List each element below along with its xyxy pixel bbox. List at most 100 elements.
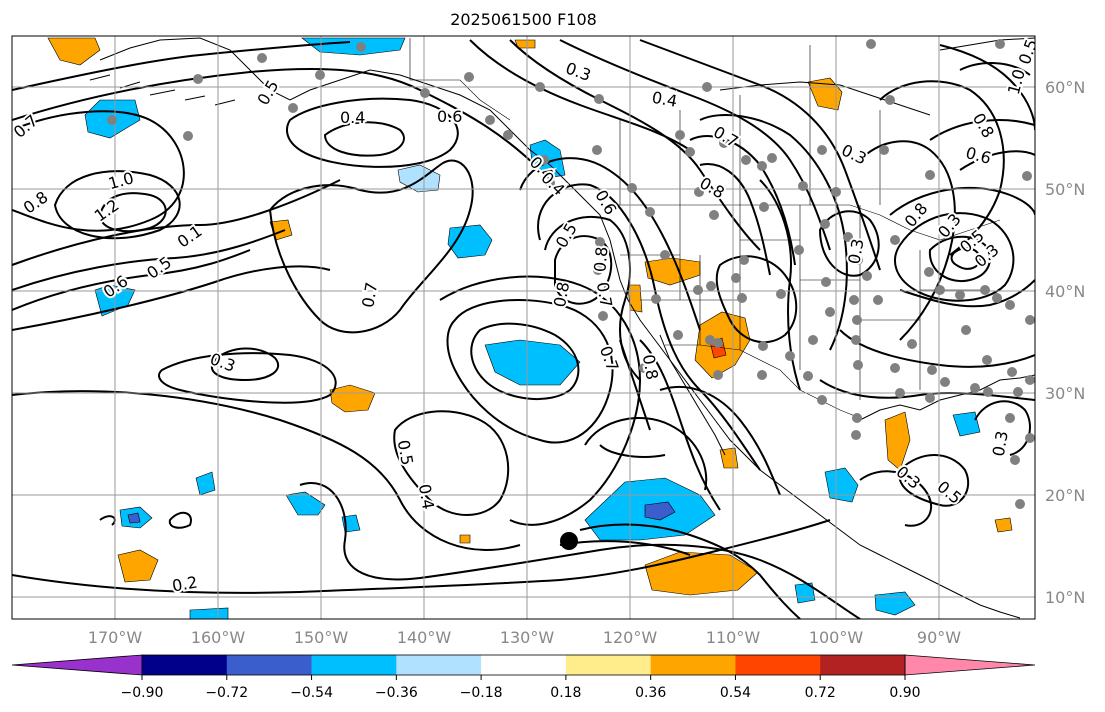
station-dot <box>1007 367 1017 377</box>
coastlines <box>89 37 1035 619</box>
alaska-canada-border <box>409 38 511 121</box>
colorbar-segment <box>481 655 567 675</box>
colorbar-tick-label: −0.18 <box>460 685 503 701</box>
contour-line <box>12 249 251 311</box>
station-dot <box>741 155 751 165</box>
contour-line <box>839 329 1035 368</box>
latitude-labels: 60°N 50°N 40°N 30°N 20°N 10°N <box>1045 78 1085 607</box>
station-dot <box>713 370 723 380</box>
station-dot <box>288 103 298 113</box>
contour-line <box>12 519 831 594</box>
shade-blue-region <box>189 607 229 619</box>
station-dot <box>464 72 474 82</box>
station-dot <box>1025 433 1035 443</box>
station-dot <box>983 387 993 397</box>
station-dot <box>982 355 992 365</box>
shaded-regions <box>47 37 1013 619</box>
contour-line <box>168 511 192 529</box>
contour-line <box>699 114 848 351</box>
greenland-region <box>939 37 1035 51</box>
station-dot <box>759 202 769 212</box>
contour-line <box>899 279 1035 308</box>
station-dot <box>820 219 830 229</box>
station-dot <box>907 339 917 349</box>
station-dot <box>535 82 545 92</box>
colorbar-extend-high <box>904 654 1036 676</box>
shade-orange-region <box>459 534 471 544</box>
station-dot <box>1013 387 1023 397</box>
contour-line <box>12 41 351 91</box>
station-dot <box>660 250 670 260</box>
station-dot <box>980 285 990 295</box>
station-dot <box>798 181 808 191</box>
station-dot <box>1005 300 1015 310</box>
station-dot <box>673 330 683 340</box>
contour-line <box>12 68 541 171</box>
contour-line <box>537 183 761 471</box>
station-dots <box>107 39 1035 509</box>
lat-label: 40°N <box>1045 282 1085 301</box>
political-borders <box>409 38 1001 419</box>
station-dot <box>862 271 872 281</box>
colorbar-tick-label: −0.90 <box>121 685 164 701</box>
colorbar-tick-label: 0.18 <box>550 685 581 701</box>
contour-line <box>469 39 691 151</box>
colorbar-tick-label: −0.54 <box>290 685 333 701</box>
colorbar-outline <box>141 654 906 676</box>
station-dot <box>925 170 935 180</box>
contour-line <box>554 235 613 305</box>
contour-line <box>639 39 881 271</box>
contour-line <box>12 110 185 232</box>
contour-line <box>974 400 1031 456</box>
us-canada-border <box>600 204 1001 241</box>
contour-line <box>579 523 801 619</box>
colorbar-segment <box>396 655 482 675</box>
lon-label: 140°W <box>397 628 452 647</box>
contour-line <box>894 212 1015 302</box>
station-dot <box>821 277 831 287</box>
station-dot <box>803 371 813 381</box>
baja-peninsula <box>659 334 726 456</box>
station-dot <box>731 273 741 283</box>
colorbar-extend-low <box>11 654 143 676</box>
station-dot <box>503 130 513 140</box>
station-dot <box>831 187 841 197</box>
station-dot <box>739 255 749 265</box>
contour-line <box>939 44 1035 131</box>
station-dot <box>970 383 980 393</box>
contour-line <box>323 121 405 157</box>
shade-orange-region <box>884 411 911 471</box>
contour-line <box>715 255 798 344</box>
station-dot <box>315 70 325 80</box>
station-dot <box>713 338 723 348</box>
contour-line <box>959 62 1031 76</box>
station-dot <box>785 351 795 361</box>
station-dot <box>757 161 767 171</box>
station-dot <box>356 42 366 52</box>
station-dot <box>651 294 661 304</box>
shade-orange-region <box>807 77 843 111</box>
shade-orange-region <box>994 517 1013 533</box>
shade-darkblue-region <box>644 501 676 521</box>
contour-line <box>959 150 1035 171</box>
aleutian-islands <box>89 74 236 106</box>
contour-line <box>859 470 932 527</box>
contour-line <box>299 482 861 619</box>
contour-label: 0.6 <box>437 107 462 126</box>
station-dot <box>193 74 203 84</box>
lon-label: 160°W <box>191 628 246 647</box>
contour-line <box>699 163 771 276</box>
lon-label: 150°W <box>294 628 349 647</box>
gulf-coast <box>859 374 1035 421</box>
contour-line <box>879 80 1005 256</box>
contour-line <box>12 229 286 291</box>
contour-line <box>53 170 181 240</box>
contour-line <box>446 299 614 444</box>
contour-line <box>98 192 167 233</box>
station-dot <box>895 388 905 398</box>
colorbar-segment <box>311 655 397 675</box>
station-dot <box>1025 315 1035 325</box>
colorbar: −0.90 −0.72 −0.54 −0.36 −0.18 0.18 0.36 0.54 0.7… <box>11 654 1036 701</box>
station-dot <box>873 295 883 305</box>
shade-darkblue-region <box>127 512 141 524</box>
